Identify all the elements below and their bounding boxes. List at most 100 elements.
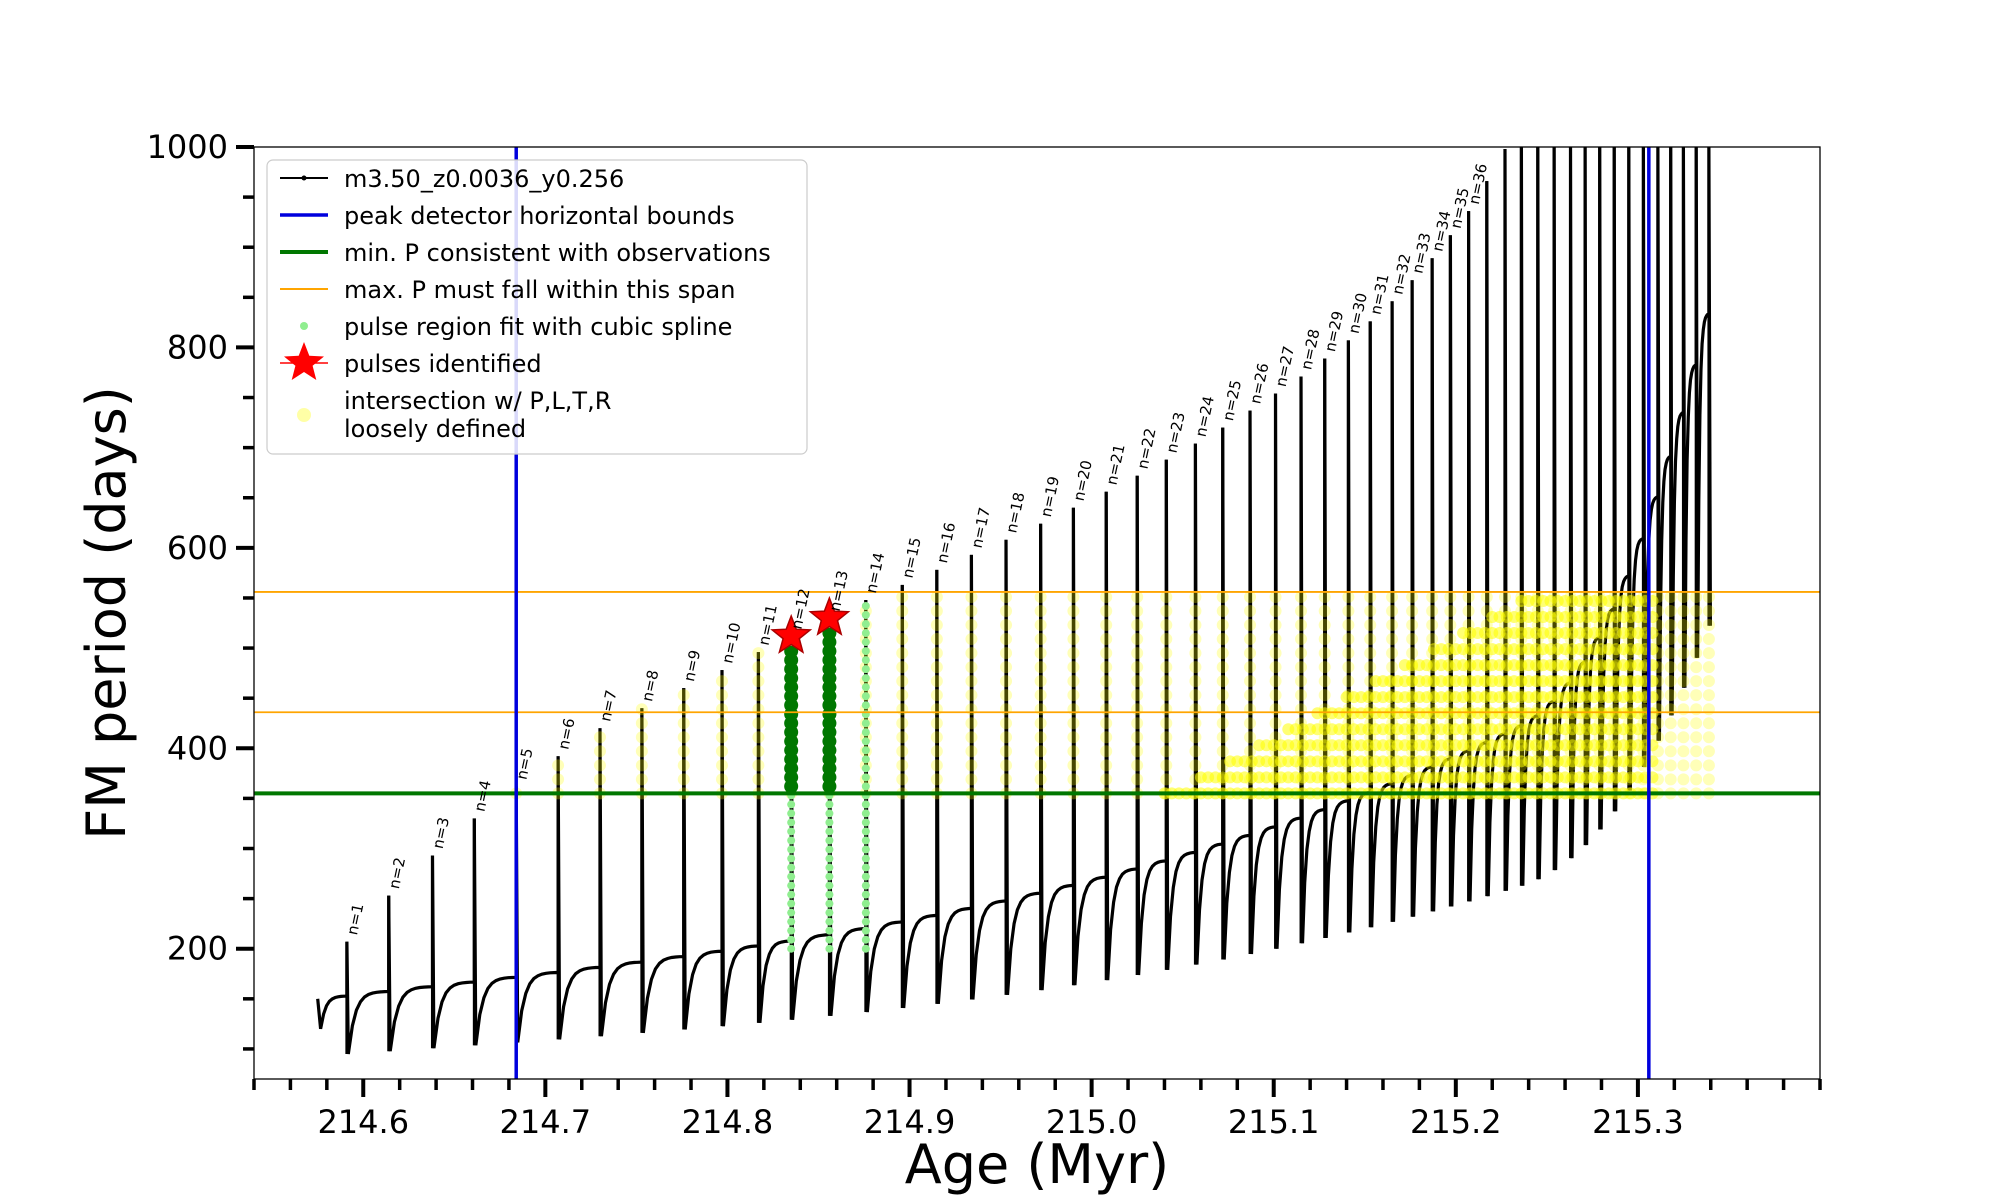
intersection-point <box>1067 731 1080 744</box>
intersection-point <box>752 647 765 660</box>
identified-pulses <box>770 595 851 654</box>
intersection-point <box>1131 745 1144 758</box>
intersection-point <box>896 590 909 603</box>
intersection-point <box>1100 661 1113 674</box>
intersection-point <box>1406 647 1419 660</box>
intersection-point <box>1677 604 1690 617</box>
intersection-point <box>1067 647 1080 660</box>
intersection-point <box>1677 661 1690 674</box>
intersection-point <box>1216 731 1229 744</box>
spline-point <box>787 863 796 872</box>
intersection-point <box>1000 647 1013 660</box>
intersection-point <box>1702 590 1715 603</box>
pulse-n-label: n=17 <box>968 506 994 550</box>
x-axis-title: Age (Myr) <box>905 1133 1170 1196</box>
plot-area <box>254 147 1820 1079</box>
spline-point <box>861 872 870 881</box>
legend-label: max. P must fall within this span <box>344 276 735 304</box>
spline-point <box>861 665 870 674</box>
intersection-point <box>930 745 943 758</box>
intersection-point <box>1216 604 1229 617</box>
intersection-point <box>1034 661 1047 674</box>
intersection-point <box>1426 604 1439 617</box>
intersection-point <box>1216 745 1229 758</box>
intersection-point <box>715 731 728 744</box>
intersection-point <box>1690 745 1703 758</box>
intersection-point <box>1189 745 1202 758</box>
spline-point <box>861 629 870 638</box>
intersection-point <box>1677 759 1690 772</box>
intersection-point <box>1386 633 1399 646</box>
spline-fit-points <box>784 601 870 953</box>
intersection-point <box>752 675 765 688</box>
x-tick-label: 215.1 <box>1228 1103 1320 1141</box>
pulse-n-label: n=22 <box>1134 427 1160 471</box>
intersection-point <box>1244 731 1257 744</box>
spline-point <box>861 620 870 629</box>
spline-point <box>825 818 834 827</box>
legend-label: intersection w/ P,L,T,R <box>344 387 611 415</box>
intersection-point <box>965 661 978 674</box>
intersection-point <box>1189 647 1202 660</box>
intersection-point <box>1664 759 1677 772</box>
intersection-point <box>1690 675 1703 688</box>
intersection-point <box>930 633 943 646</box>
intersection-point <box>677 689 690 702</box>
spline-point <box>787 890 796 899</box>
intersection-point <box>1677 647 1690 660</box>
spline-point <box>861 683 870 692</box>
spline-point <box>861 809 870 818</box>
intersection-point <box>1702 689 1715 702</box>
intersection-point <box>1480 590 1493 603</box>
intersection-point <box>1677 633 1690 646</box>
intersection-point <box>1131 759 1144 772</box>
intersection-point <box>1067 661 1080 674</box>
spline-point <box>825 827 834 836</box>
intersection-point <box>1160 647 1173 660</box>
intersection-point <box>1677 717 1690 730</box>
intersection-point <box>1462 604 1475 617</box>
intersection-point <box>1160 717 1173 730</box>
intersection-point <box>930 703 943 716</box>
intersection-point <box>1000 717 1013 730</box>
intersection-point <box>1244 619 1257 632</box>
spline-point <box>861 935 870 944</box>
intersection-point <box>1664 647 1677 660</box>
intersection-point <box>635 773 648 786</box>
intersection-point <box>965 689 978 702</box>
intersection-point <box>1444 590 1457 603</box>
intersection-point <box>1342 675 1355 688</box>
intersection-point <box>552 773 565 786</box>
intersection-point <box>1342 619 1355 632</box>
intersection-point <box>1216 717 1229 730</box>
intersection-point <box>1100 731 1113 744</box>
intersection-point <box>1677 689 1690 702</box>
intersection-point <box>1131 647 1144 660</box>
intersection-point <box>1690 633 1703 646</box>
intersection-point <box>1160 773 1173 786</box>
intersection-point <box>1244 604 1257 617</box>
spline-point <box>861 746 870 755</box>
spline-point <box>861 601 870 610</box>
intersection-point <box>752 731 765 744</box>
intersection-point <box>1677 675 1690 688</box>
intersection-point <box>635 717 648 730</box>
intersection-point <box>1000 759 1013 772</box>
intersection-point <box>896 689 909 702</box>
legend-marker <box>301 175 307 181</box>
legend-entry-pulse: pulses identified <box>280 342 542 380</box>
intersection-point <box>677 773 690 786</box>
intersection-point <box>1342 590 1355 603</box>
intersection-point <box>1295 633 1308 646</box>
intersection-point <box>677 731 690 744</box>
intersection-point <box>593 759 606 772</box>
intersection-point <box>1690 731 1703 744</box>
x-tick-label: 214.8 <box>682 1103 774 1141</box>
intersection-point <box>1426 590 1439 603</box>
intersection-point <box>896 619 909 632</box>
intersection-point <box>1189 604 1202 617</box>
legend-label: min. P consistent with observations <box>344 239 771 267</box>
spline-point <box>861 674 870 683</box>
intersection-point <box>1131 773 1144 786</box>
